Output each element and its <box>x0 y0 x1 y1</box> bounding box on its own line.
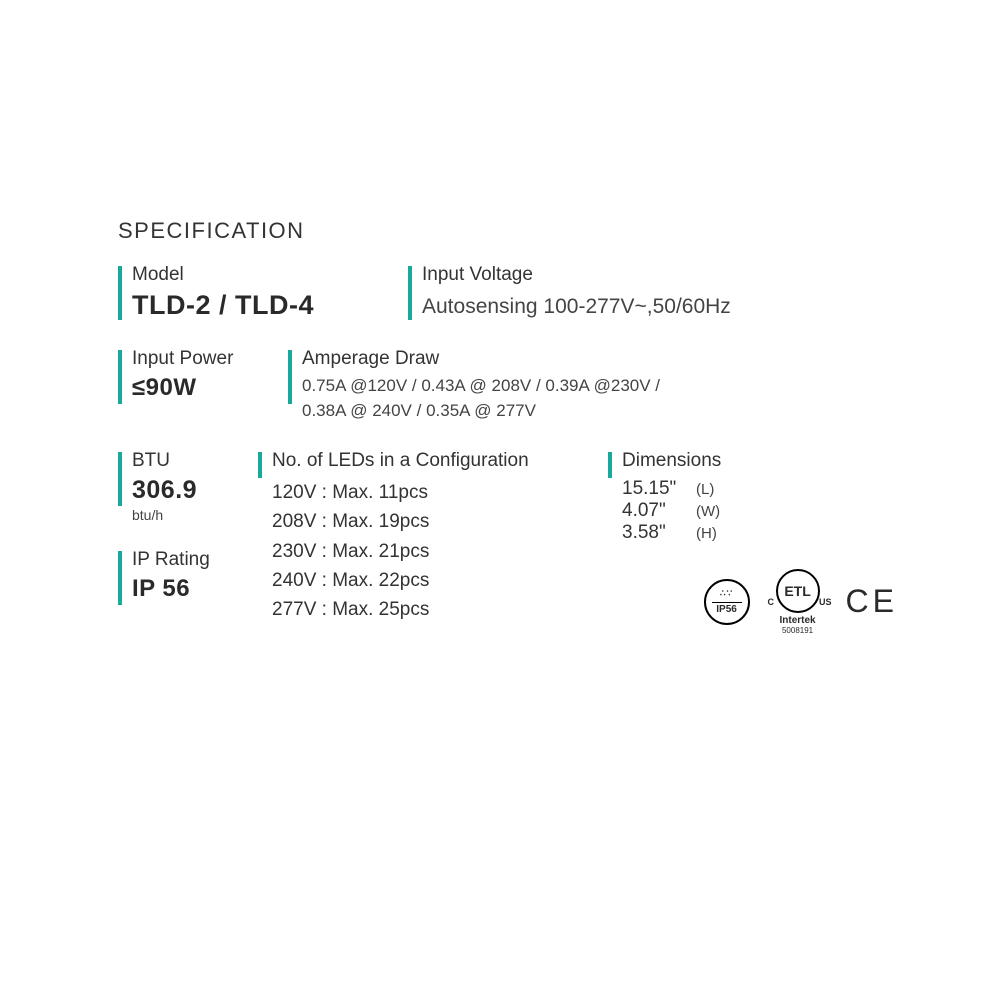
leds-row-2: 230V : Max. 21pcs <box>272 537 578 566</box>
row-2: Input Power ≤90W Amperage Draw 0.75A @12… <box>118 348 898 423</box>
btu-block: BTU 306.9 btu/h <box>118 450 228 523</box>
dim-lbl-0: (L) <box>696 481 714 498</box>
amperage-block: Amperage Draw 0.75A @120V / 0.43A @ 208V… <box>288 348 898 423</box>
input-power-label: Input Power <box>132 348 258 370</box>
input-power-value: ≤90W <box>132 374 258 402</box>
dim-val-2: 3.58" <box>622 522 684 544</box>
model-label: Model <box>132 264 378 286</box>
certifications: ∴∵ IP56 ETL Intertek 5008191 CE <box>704 569 898 635</box>
model-block: Model TLD-2 / TLD-4 <box>118 264 378 322</box>
dim-row-0: 15.15" (L) <box>622 478 778 500</box>
input-voltage-value: Autosensing 100-277V~,50/60Hz <box>422 292 898 322</box>
leds-block: No. of LEDs in a Configuration 120V : Ma… <box>258 450 578 625</box>
leds-row-3: 240V : Max. 22pcs <box>272 566 578 595</box>
leds-row-0: 120V : Max. 11pcs <box>272 478 578 507</box>
dimensions-label: Dimensions <box>622 450 778 472</box>
spec-sheet: SPECIFICATION Model TLD-2 / TLD-4 Input … <box>118 218 898 625</box>
input-power-block: Input Power ≤90W <box>118 348 258 423</box>
etl-sub1: Intertek <box>779 615 815 626</box>
ip56-cert-icon: ∴∵ IP56 <box>704 579 750 625</box>
model-value: TLD-2 / TLD-4 <box>132 290 378 321</box>
dim-row-1: 4.07" (W) <box>622 500 778 522</box>
ip-block: IP Rating IP 56 <box>118 549 228 603</box>
dim-val-1: 4.07" <box>622 500 684 522</box>
etl-sub2: 5008191 <box>782 626 813 635</box>
btu-unit: btu/h <box>132 507 228 523</box>
btu-label: BTU <box>132 450 228 472</box>
dim-lbl-1: (W) <box>696 503 720 520</box>
dim-lbl-2: (H) <box>696 525 717 542</box>
leds-row-1: 208V : Max. 19pcs <box>272 507 578 536</box>
dim-val-0: 15.15" <box>622 478 684 500</box>
btu-value: 306.9 <box>132 476 228 505</box>
amperage-line1: 0.75A @120V / 0.43A @ 208V / 0.39A @230V… <box>302 374 898 399</box>
ip56-bot: IP56 <box>716 604 737 615</box>
leds-label: No. of LEDs in a Configuration <box>272 450 578 472</box>
ip-value: IP 56 <box>132 575 228 603</box>
ip56-top: ∴∵ <box>720 588 733 599</box>
ip-label: IP Rating <box>132 549 228 571</box>
input-voltage-block: Input Voltage Autosensing 100-277V~,50/6… <box>408 264 898 322</box>
row-3: BTU 306.9 btu/h IP Rating IP 56 No. of L… <box>118 450 898 625</box>
amperage-label: Amperage Draw <box>302 348 898 370</box>
etl-cert-icon: ETL Intertek 5008191 <box>776 569 820 635</box>
left-stack: BTU 306.9 btu/h IP Rating IP 56 <box>118 450 228 625</box>
leds-row-4: 277V : Max. 25pcs <box>272 595 578 624</box>
etl-circle: ETL <box>776 569 820 613</box>
amperage-line2: 0.38A @ 240V / 0.35A @ 277V <box>302 399 898 424</box>
input-voltage-label: Input Voltage <box>422 264 898 286</box>
ce-cert-icon: CE <box>846 583 898 620</box>
dim-row-2: 3.58" (H) <box>622 522 778 544</box>
row-1: Model TLD-2 / TLD-4 Input Voltage Autose… <box>118 264 898 322</box>
section-heading: SPECIFICATION <box>118 218 898 244</box>
